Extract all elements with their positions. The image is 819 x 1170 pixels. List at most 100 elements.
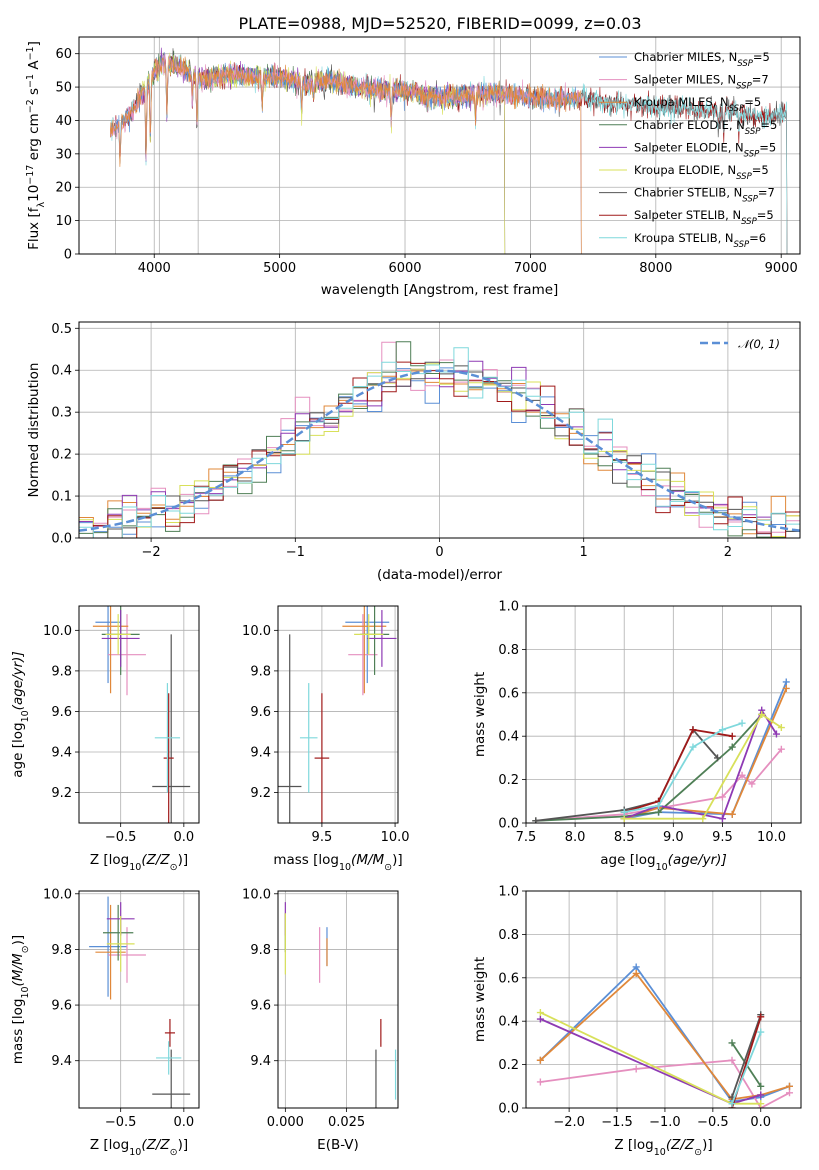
y-tick-label: 9.4: [51, 746, 72, 761]
legend-nssp-sub: SSP: [734, 240, 750, 250]
errorbar-salpeter-stelib: [314, 693, 330, 823]
axes-frame: [525, 890, 802, 1109]
legend-entry-salpeter-elodie: Salpeter ELODIE, NSSP=5: [634, 140, 776, 159]
label-part: age [log: [10, 722, 26, 777]
legend-name: Salpeter MILES: [634, 73, 720, 87]
weight-marker: [758, 711, 766, 718]
weight-marker: [757, 1091, 765, 1099]
y-tick-label: 0.0: [51, 532, 72, 547]
y-tick-label: 0.0: [498, 1102, 519, 1117]
legend-nssp-prefix: , N: [729, 118, 745, 132]
y-tick-label: 0.4: [51, 364, 72, 379]
x-tick-label: 0.0: [750, 1115, 771, 1130]
y-tick-label: 10: [55, 214, 72, 229]
weight-marker: [655, 808, 663, 816]
weight-line-chabrier-miles: [624, 681, 788, 820]
errorbar-salpeter-miles: [108, 927, 146, 983]
x-tick-label: 4000: [138, 261, 171, 276]
label-part: Z [log: [90, 1137, 129, 1153]
weight-marker: [689, 726, 697, 734]
plot-area: [284, 902, 397, 1108]
legend-nssp-value: =6: [749, 231, 766, 245]
label-part: erg cm: [26, 113, 42, 164]
label-part: )]: [702, 1137, 713, 1153]
weight-line-salpeter-miles: [535, 748, 783, 822]
x-tick-label: 8.0: [565, 830, 586, 845]
label-part: A: [26, 60, 42, 74]
x-tick-label: 9.5: [312, 830, 333, 845]
plot-area: [92, 606, 191, 823]
label-part: ]: [26, 41, 42, 46]
legend-nssp-prefix: , N: [721, 50, 737, 64]
legend-entry-chabrier-stelib: Chabrier STELIB, NSSP=7: [634, 186, 775, 205]
weight-line-salpeter-stelib: [623, 728, 733, 813]
plot-area: [278, 606, 397, 823]
label-part: mass weight: [472, 672, 488, 757]
errorbar-salpeter-miles: [348, 614, 378, 696]
legend-name: Kroupa ELODIE: [634, 163, 720, 177]
plot-area: [110, 37, 788, 254]
spectrum-line-kroupa-miles: [110, 56, 582, 254]
x-axis-label: Z [log10(Z/Z⊙)]: [90, 852, 188, 873]
label-part: ⊙: [20, 945, 31, 953]
y-tick-label: 0.6: [498, 971, 519, 986]
legend-nssp-sub: SSP: [736, 82, 752, 92]
y-tick-label: 50: [55, 81, 72, 96]
label-part: (age/yr)]: [10, 651, 26, 710]
legend-name: Kroupa MILES: [634, 95, 713, 109]
x-tick-label: 9.5: [712, 830, 733, 845]
x-tick-label: 8000: [639, 261, 672, 276]
legend-name: Chabrier MILES: [634, 50, 721, 64]
weight-line-chabrier-stelib: [535, 728, 719, 822]
y-tick-label: 0.2: [498, 1058, 519, 1073]
weight-marker: [532, 817, 540, 823]
legend-nssp-value: =7: [752, 73, 769, 87]
y-tick-label: 9.8: [51, 664, 72, 679]
label-part: (age/yr)]: [668, 852, 727, 868]
weight-marker: [786, 1082, 794, 1090]
axes-frame: [525, 605, 802, 824]
label-part: (data-model)/error: [377, 567, 503, 583]
label-part: 10: [26, 185, 42, 202]
legend-nssp-sub: SSP: [745, 127, 761, 137]
y-axis-label: age [log10(age/yr)]: [10, 651, 31, 777]
errorbar-chabrier-miles: [95, 606, 121, 684]
weight-marker: [632, 1065, 640, 1073]
legend-nssp-value: =5: [757, 208, 774, 222]
weight-marker: [536, 1009, 544, 1017]
legend-nssp-prefix: , N: [720, 73, 736, 87]
label-part: (Z/Z: [666, 1137, 695, 1153]
weight-marker: [782, 684, 790, 692]
y-tick-label: 0.8: [498, 643, 519, 658]
y-tick-label: 0.1: [51, 490, 72, 505]
label-part: ⊙: [170, 1147, 178, 1158]
legend-nssp-value: =5: [752, 163, 769, 177]
y-tick-label: 9.8: [250, 664, 271, 679]
errorbar-salpeter-elodie: [101, 610, 140, 667]
x-axis-label: Z [log10(Z/Z⊙)]: [614, 1137, 712, 1158]
x-tick-label: 2: [724, 545, 732, 560]
y-tick-label: 10.0: [43, 624, 72, 639]
legend-nssp-value: =5: [760, 118, 777, 132]
plot-area: [532, 678, 790, 823]
legend-entry-salpeter-stelib: Salpeter STELIB, NSSP=5: [634, 208, 774, 227]
label-part: )]: [178, 852, 189, 868]
label-part: ⊙: [384, 862, 392, 873]
y-tick-label: 0.4: [498, 1015, 519, 1030]
weight-marker: [632, 963, 640, 971]
legend-entry-salpeter-miles: Salpeter MILES, NSSP=7: [634, 73, 769, 92]
chart-mass_vs_Z: −0.5 0.09.49.69.810.0Z [log10(Z/Z⊙)]mass …: [10, 887, 200, 1158]
label-part: 10: [129, 1147, 141, 1158]
x-tick-label: −1: [286, 545, 305, 560]
figure-title: PLATE=0988, MJD=52520, FIBERID=0099, z=0…: [238, 14, 641, 33]
y-tick-label: 10.0: [242, 624, 271, 639]
axes-frame: [277, 605, 399, 824]
errorbar-salpeter-elodie: [367, 610, 397, 667]
label-part: (Z/Z: [141, 852, 170, 868]
legend-nssp-sub: SSP: [741, 217, 757, 227]
y-axis-label: mass weight: [472, 957, 488, 1042]
axes-frame: [78, 890, 200, 1109]
legend-name: Chabrier STELIB: [634, 186, 726, 200]
x-tick-label: 7.5: [516, 830, 537, 845]
